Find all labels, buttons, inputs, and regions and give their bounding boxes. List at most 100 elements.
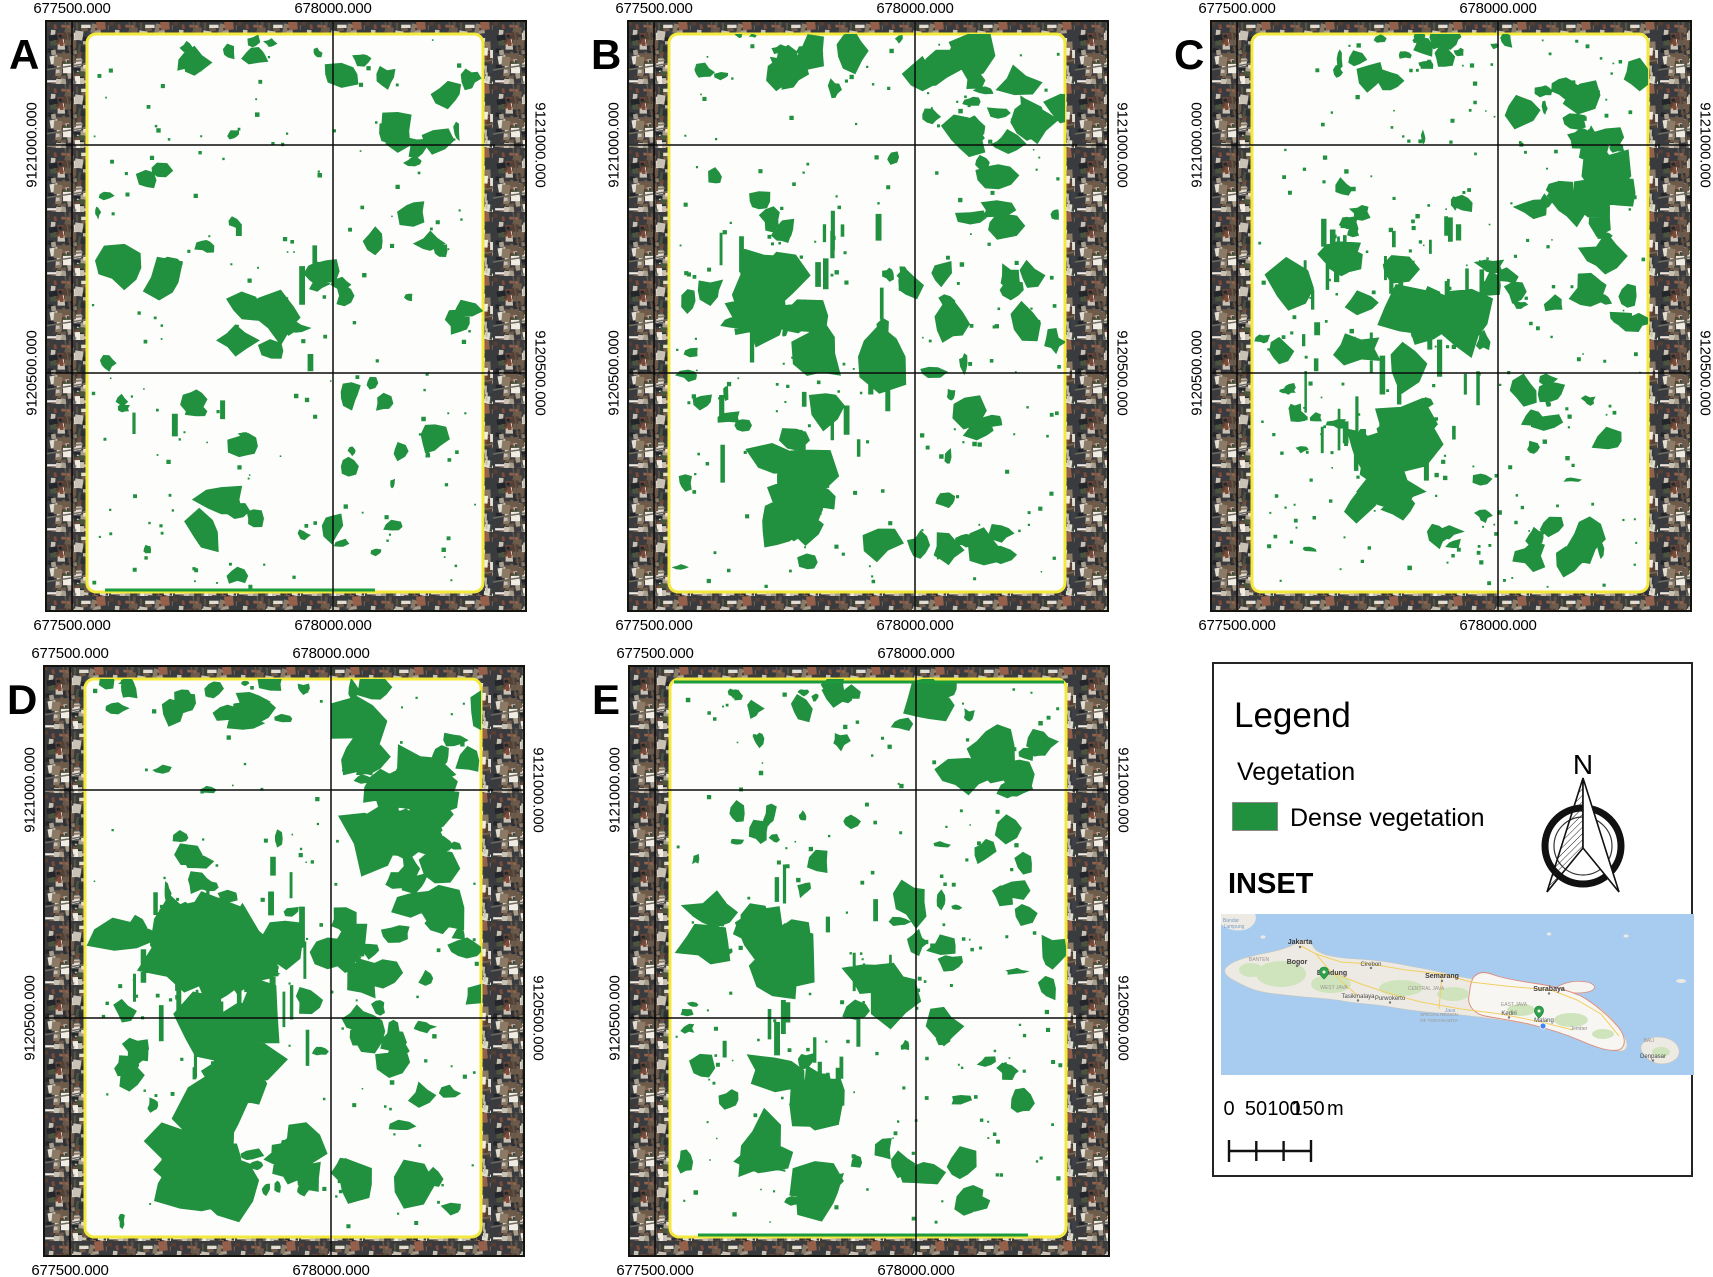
inset-pin-hole — [1537, 1009, 1541, 1013]
y-tick-right-lower: 9120500.000 — [1113, 330, 1131, 416]
x-tick-bottom-left: 677500.000 — [31, 1262, 109, 1277]
x-tick-top-right: 678000.000 — [294, 0, 372, 17]
panel-letter: C — [1174, 31, 1205, 78]
y-tick-right-upper: 9121000.000 — [1696, 102, 1713, 188]
map-panel-C: C 677500.000 678000.000 677500.000 67800… — [1174, 0, 1713, 634]
boundary-green-edge — [674, 680, 1064, 1237]
legend-title: Legend — [1234, 696, 1351, 735]
inset-place-label: Jakarta — [1288, 939, 1313, 946]
north-label: N — [1573, 750, 1593, 780]
x-tick-bottom-right: 678000.000 — [1459, 617, 1537, 634]
inset-city-dot — [1295, 964, 1299, 968]
map-panel-B: B 677500.000 678000.000 677500.000 67800… — [591, 0, 1131, 634]
y-tick-left-lower: 9120500.000 — [605, 330, 623, 416]
x-tick-top-left: 677500.000 — [616, 645, 694, 662]
inset-current-location-dot — [1539, 1022, 1547, 1030]
inset-place-label: OF YOGYAKARTA — [1420, 1018, 1458, 1023]
y-tick-right-upper: 9121000.000 — [531, 102, 549, 188]
study-area-boundary — [667, 32, 1067, 594]
graticule — [43, 665, 525, 1257]
north-arrow-right-blade — [1582, 777, 1620, 893]
inset-place-label: EAST JAVA — [1501, 1002, 1528, 1008]
dense-vegetation-patches — [1254, 34, 1648, 588]
map-frame — [43, 665, 525, 1257]
inset-city-dot — [1388, 1001, 1392, 1004]
inset-place-label: Bandung — [1317, 970, 1347, 977]
graticule — [627, 20, 1109, 612]
x-tick-top-left: 677500.000 — [31, 645, 109, 662]
x-tick-top-left: 677500.000 — [1198, 0, 1276, 17]
x-tick-top-right: 678000.000 — [1459, 0, 1537, 17]
vegetation-layer — [91, 34, 483, 589]
y-tick-right-lower: 9120500.000 — [531, 330, 549, 416]
y-tick-left-lower: 9120500.000 — [1188, 330, 1206, 416]
map-frame — [628, 665, 1110, 1257]
x-tick-bottom-right: 678000.000 — [294, 617, 372, 634]
graticule — [45, 20, 527, 612]
panel-letter: E — [592, 676, 621, 723]
inset-city-dot — [1440, 979, 1444, 983]
scalebar-tick-label: 150 — [1291, 1098, 1325, 1120]
y-tick-left-upper: 9121000.000 — [1188, 102, 1206, 188]
legend-group-label: Vegetation — [1237, 758, 1356, 786]
inset-place-label: Java — [1444, 1008, 1456, 1014]
inset-place-label: Bogor — [1287, 959, 1308, 966]
inset-green-patches — [1239, 961, 1670, 1057]
y-tick-right-upper: 9121000.000 — [529, 747, 547, 833]
y-tick-left-upper: 9121000.000 — [606, 747, 624, 833]
dense-vegetation-patches — [86, 679, 481, 1230]
inset-place-label: Lampung — [1224, 924, 1245, 930]
scalebar-tick-label: 100 — [1267, 1098, 1301, 1120]
legend-item-label: Dense vegetation — [1290, 804, 1485, 832]
map-panel-A: A 677500.000 678000.000 677500.000 67800… — [9, 0, 549, 634]
dense-vegetation-patches — [91, 34, 483, 589]
graticule — [1210, 20, 1692, 612]
inset-place-label: SPECIAL REGION — [1420, 1012, 1458, 1017]
x-tick-top-right: 678000.000 — [877, 645, 955, 662]
y-tick-right-lower: 9120500.000 — [1696, 330, 1713, 416]
inset-place-label: Bandar — [1223, 918, 1239, 924]
panel-letter: B — [591, 31, 622, 78]
inset-city-dot — [1298, 945, 1302, 949]
map-frame — [627, 20, 1109, 612]
inset-east-java — [1468, 972, 1625, 1051]
map-canvas — [45, 20, 527, 612]
inset-place-label: CENTRAL JAVA — [1408, 986, 1445, 992]
x-tick-top-left: 677500.000 — [615, 0, 693, 17]
inset-city-dot — [1356, 999, 1360, 1002]
x-tick-bottom-right: 678000.000 — [877, 1262, 955, 1277]
vegetation-layer — [671, 34, 1065, 588]
map-frame — [45, 20, 527, 612]
map-canvas — [1210, 20, 1692, 612]
inset-place-label: BALI — [1644, 1038, 1655, 1044]
scalebar-tick-label: 0 — [1223, 1098, 1235, 1120]
y-tick-right-upper: 9121000.000 — [1113, 102, 1131, 188]
graticule — [628, 665, 1110, 1257]
inset-place-label: WEST JAVA — [1320, 985, 1348, 991]
inset-place-label: Kediri — [1501, 1011, 1516, 1017]
vegetation-layer — [86, 679, 481, 1230]
inset-place-label: Jember — [1571, 1026, 1588, 1032]
map-panel-E: E 677500.000 678000.000 677500.000 67800… — [592, 645, 1132, 1277]
y-tick-left-lower: 9120500.000 — [21, 975, 39, 1061]
y-tick-left-upper: 9121000.000 — [605, 102, 623, 188]
dense-vegetation-swatch — [1232, 802, 1278, 831]
inset-sumatra-tip — [1221, 914, 1256, 931]
x-tick-bottom-left: 677500.000 — [616, 1262, 694, 1277]
inset-place-label: Malang — [1534, 1018, 1554, 1024]
y-tick-right-lower: 9120500.000 — [1114, 975, 1132, 1061]
inset-city-dot — [1651, 1059, 1655, 1062]
north-arrow: N — [1541, 750, 1625, 893]
panel-letter: A — [9, 31, 40, 78]
x-tick-bottom-left: 677500.000 — [33, 617, 111, 634]
inset-place-label: Denpasar — [1640, 1054, 1666, 1060]
inset-place-label: Semarang — [1425, 973, 1459, 980]
scalebar — [1227, 1140, 1313, 1162]
inset-place-label: Purwokerto — [1375, 996, 1406, 1002]
dense-vegetation-patches — [674, 679, 1066, 1224]
legend-panel: Legend Vegetation Dense vegetation N INS… — [1212, 662, 1694, 1177]
y-tick-right-upper: 9121000.000 — [1114, 747, 1132, 833]
y-tick-left-upper: 9121000.000 — [23, 102, 41, 188]
inset-place-label: Surabaya — [1533, 986, 1565, 993]
